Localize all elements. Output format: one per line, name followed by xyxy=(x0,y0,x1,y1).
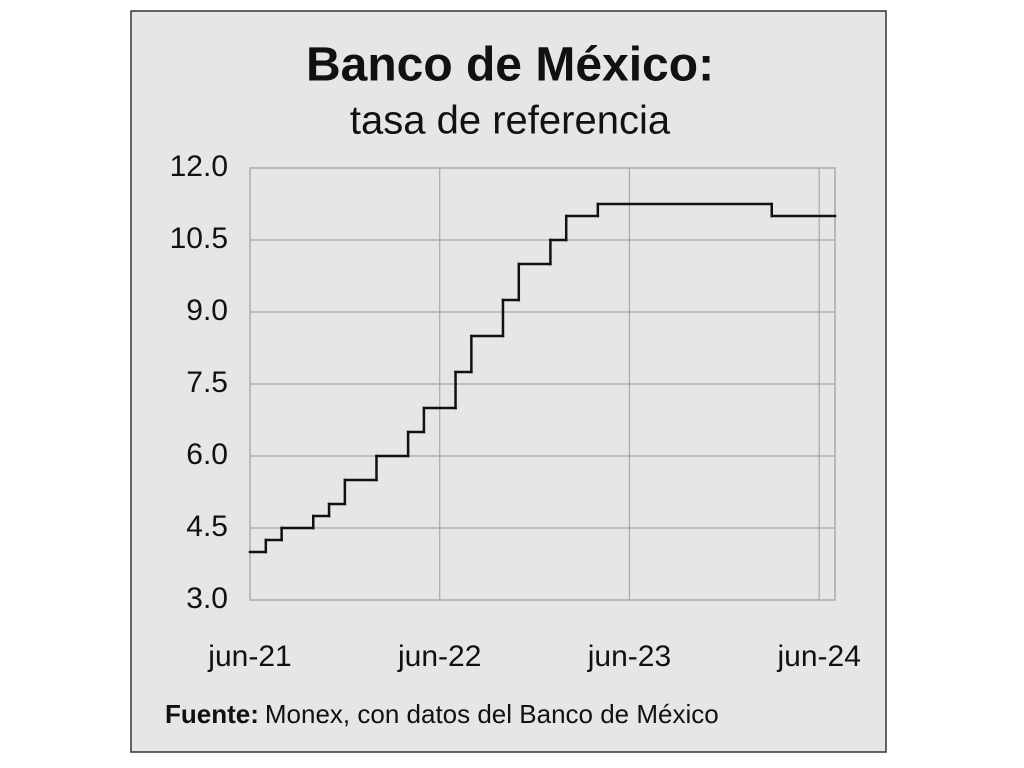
y-tick-label: 12.0 xyxy=(170,150,228,183)
x-tick-label: jun-22 xyxy=(397,640,481,673)
y-tick-label: 4.5 xyxy=(186,510,228,543)
y-tick-label: 3.0 xyxy=(186,582,228,615)
x-tick-label: jun-23 xyxy=(587,640,671,673)
y-tick-label: 9.0 xyxy=(186,294,228,327)
x-tick-label: jun-21 xyxy=(207,640,291,673)
frame xyxy=(130,10,887,753)
chart-subtitle: tasa de referencia xyxy=(350,99,671,143)
source: Fuente: Monex, con datos del Banco de Méx… xyxy=(165,699,719,729)
y-tick-label: 6.0 xyxy=(186,438,228,471)
source-text: Monex, con datos del Banco de México xyxy=(265,699,719,729)
y-tick-label: 10.5 xyxy=(170,222,228,255)
chart-title: Banco de México: xyxy=(306,39,714,92)
y-tick-label: 7.5 xyxy=(186,366,228,399)
x-tick-label: jun-24 xyxy=(776,640,860,673)
source-label: Fuente: xyxy=(165,699,259,729)
